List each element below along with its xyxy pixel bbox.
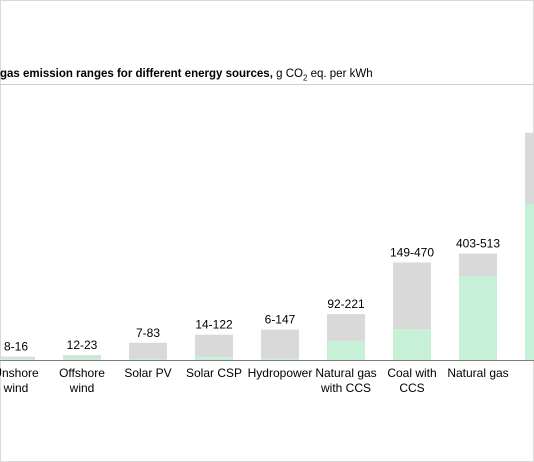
bar-range-8 xyxy=(525,132,534,204)
bar-min-8 xyxy=(525,203,534,360)
category-label-6-1: CCS xyxy=(399,381,424,395)
bar-range-4 xyxy=(261,329,299,359)
category-label-0-1: wind xyxy=(3,381,29,395)
data-label-2: 7-83 xyxy=(136,326,160,340)
category-label-5-0: Natural gas xyxy=(315,366,376,380)
category-label-7-0: Natural gas xyxy=(447,366,508,380)
bar-min-0 xyxy=(0,358,35,360)
category-label-4-0: Hydropower xyxy=(248,366,313,380)
data-label-6: 149-470 xyxy=(390,245,434,259)
title-rule xyxy=(0,84,534,85)
bar-min-7 xyxy=(459,276,497,360)
bar-min-2 xyxy=(129,358,167,360)
data-label-0: 8-16 xyxy=(4,340,28,354)
bar-min-3 xyxy=(195,357,233,360)
bar-range-3 xyxy=(195,334,233,358)
data-label-1: 12-23 xyxy=(67,338,98,352)
category-label-1-0: Offshore xyxy=(59,366,105,380)
category-label-3-0: Solar CSP xyxy=(186,366,242,380)
bar-min-5 xyxy=(327,340,365,360)
bar-range-7 xyxy=(459,253,497,277)
bar-range-6 xyxy=(393,262,431,330)
data-label-5: 92-221 xyxy=(327,297,365,311)
category-label-1-1: wind xyxy=(69,381,95,395)
bar-range-2 xyxy=(129,342,167,359)
bar-min-4 xyxy=(261,358,299,360)
data-label-4: 6-147 xyxy=(265,312,296,326)
data-label-7: 403-513 xyxy=(456,237,500,251)
title-unit-sub: 2 xyxy=(302,73,308,83)
title-bold: gas emission ranges for different energy… xyxy=(0,68,273,80)
category-label-0-0: Unshore xyxy=(0,366,39,380)
category-label-5-1: with CCS xyxy=(320,381,371,395)
title-unit-prefix: g CO xyxy=(272,68,303,80)
title-unit-suffix: eq. per kWh xyxy=(307,68,373,80)
bar-range-0 xyxy=(0,356,35,359)
bar-range-5 xyxy=(327,314,365,341)
category-label-6-0: Coal with xyxy=(387,366,436,380)
chart-title: gas emission ranges for different energy… xyxy=(0,68,373,82)
bar-min-1 xyxy=(63,357,101,360)
category-label-2-0: Solar PV xyxy=(124,366,171,380)
bar-min-6 xyxy=(393,329,431,360)
bar-range-1 xyxy=(63,355,101,358)
data-label-3: 14-122 xyxy=(195,318,233,332)
